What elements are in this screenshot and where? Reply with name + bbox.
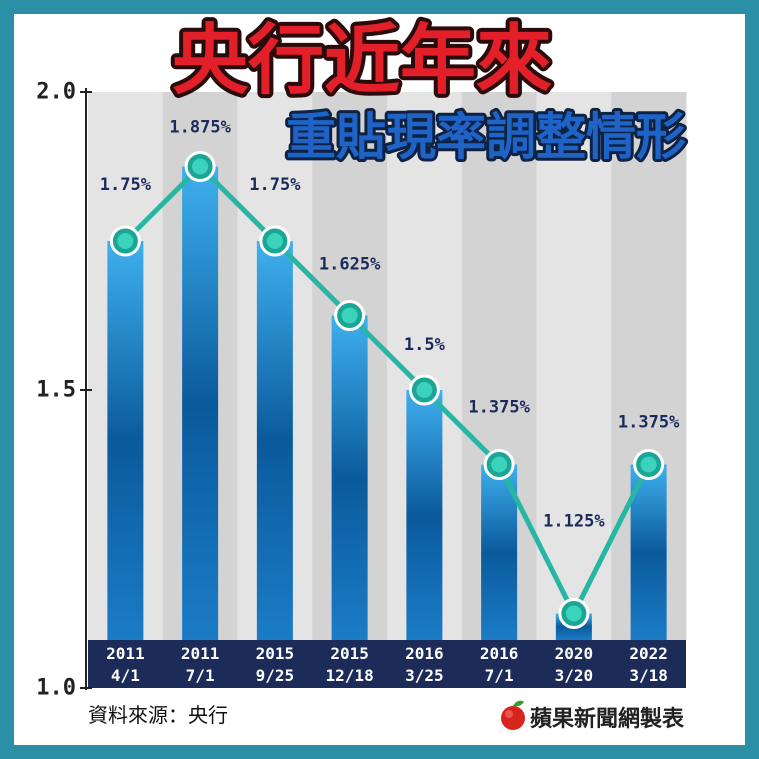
data-label: 1.75% [249, 175, 301, 195]
data-value-labels: 1.75% 1.875% 1.75% 1.625% 1.5% 1.375% 1.125% 1.… [100, 118, 680, 532]
x-tick-label-line: 2011 [106, 644, 145, 663]
y-tick-label: 2.0 [36, 80, 76, 105]
credit-text: 蘋果新聞網製表 [530, 706, 685, 732]
data-label: 1.5% [404, 335, 446, 355]
data-point [558, 598, 590, 629]
data-point-center [640, 456, 657, 473]
y-axis: 2.0 1.5 1.0 [36, 80, 92, 701]
x-tick-label-line: 2011 [181, 644, 220, 663]
x-tick-label: 2015 12/18 [326, 644, 374, 685]
source-note: 資料來源：央行 [88, 703, 228, 727]
bar [406, 390, 443, 640]
data-point-center [565, 605, 582, 622]
bar [256, 241, 293, 640]
series-line [122, 164, 652, 616]
x-tick-label-line: 4/1 [111, 666, 140, 685]
data-point [633, 449, 665, 480]
bar [331, 315, 368, 640]
y-tick-label: 1.5 [36, 378, 76, 403]
x-tick-label: 2015 9/25 [256, 644, 295, 685]
bar [182, 166, 219, 640]
data-label: 1.375% [468, 398, 530, 418]
x-tick-label-line: 2022 [629, 644, 668, 663]
x-tick-label-line: 2015 [330, 644, 369, 663]
x-tick-label-line: 7/1 [485, 666, 514, 685]
data-point-center [266, 233, 283, 249]
chart-subtitle: 重貼現率調整情形 [286, 108, 686, 166]
data-label: 1.125% [543, 512, 605, 532]
data-point-center [491, 456, 508, 473]
data-point [408, 374, 440, 406]
credit-logo: 蘋果新聞網製表 [501, 700, 685, 732]
y-tick-label: 1.0 [36, 676, 76, 701]
data-label: 1.75% [100, 175, 152, 195]
x-tick-label-line: 2015 [256, 644, 295, 663]
x-tick-label-line: 3/20 [555, 666, 594, 685]
column-bands [88, 92, 687, 640]
data-label: 1.625% [319, 255, 381, 275]
data-label: 1.875% [169, 118, 231, 138]
bar-series [107, 166, 667, 640]
data-point-center [192, 158, 209, 175]
x-tick-label: 2016 3/25 [405, 644, 444, 685]
data-point [483, 449, 515, 480]
data-point-center [416, 382, 433, 398]
data-point [259, 225, 291, 257]
x-tick-label: 2011 7/1 [181, 644, 220, 685]
x-tick-label-line: 9/25 [256, 666, 295, 685]
data-point [184, 151, 216, 182]
data-point [109, 225, 141, 257]
data-point-center [117, 233, 134, 249]
x-tick-label-line: 2016 [405, 644, 444, 663]
x-tick-label: 2020 3/20 [555, 644, 594, 685]
chart-title: 央行近年來 [172, 16, 552, 105]
date-label-band [88, 640, 686, 688]
x-tick-label-line: 2016 [480, 644, 519, 663]
x-tick-label-line: 3/25 [405, 666, 444, 685]
bar [107, 241, 144, 640]
x-tick-label-line: 12/18 [326, 666, 374, 685]
x-tick-label-line: 2020 [555, 644, 594, 663]
x-tick-label: 2022 3/18 [629, 644, 668, 685]
data-label: 1.375% [618, 413, 680, 433]
x-tick-label-line: 7/1 [186, 666, 215, 685]
x-tick-label-line: 3/18 [629, 666, 668, 685]
data-point-center [341, 307, 358, 324]
data-point-markers [109, 151, 665, 629]
data-point [334, 300, 366, 331]
x-tick-label: 2016 7/1 [480, 644, 519, 685]
x-tick-label: 2011 4/1 [106, 644, 145, 685]
column-band [536, 92, 612, 640]
apple-logo-icon [501, 700, 525, 730]
